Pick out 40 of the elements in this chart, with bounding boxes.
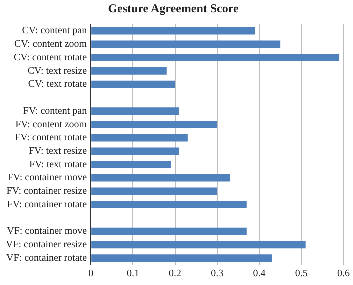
x-tick-label: 0.5	[295, 268, 308, 280]
y-tick-label: VF: container move	[7, 226, 88, 238]
bar	[92, 161, 172, 168]
bar	[92, 228, 247, 236]
x-tick-label: 0.1	[126, 268, 140, 280]
bar	[92, 134, 188, 142]
bar	[92, 254, 272, 262]
y-tick-label: FV: container rotate	[7, 199, 88, 210]
bar	[92, 80, 176, 88]
x-tick-label: 0.2	[169, 268, 182, 280]
bar	[92, 40, 281, 48]
bar	[92, 174, 230, 182]
bar	[92, 188, 218, 196]
bar	[92, 108, 180, 115]
bar	[92, 148, 180, 156]
y-tick-label: FV: content zoom	[16, 119, 88, 130]
y-tick-label: CV: content rotate	[14, 52, 88, 64]
y-tick-label: FV: content pan	[23, 106, 88, 117]
y-tick-label: VF: container resize	[6, 240, 88, 251]
y-tick-label: FV: container move	[8, 172, 88, 184]
y-tick-label: FV: text rotate	[30, 159, 88, 170]
bar	[92, 241, 306, 249]
y-tick-label: CV: text rotate	[28, 79, 88, 90]
bar	[92, 120, 218, 128]
x-tick-label: 0.3	[211, 268, 224, 280]
bar	[92, 54, 340, 62]
chart-title: Gesture Agreement Score	[108, 1, 240, 16]
y-tick-label: FV: text resize	[28, 146, 88, 158]
bar	[92, 201, 247, 209]
bar	[92, 68, 167, 75]
y-tick-label: FV: content rotate	[15, 132, 88, 144]
x-tick-label: 0	[88, 268, 94, 280]
x-tick-label: 0.6	[338, 268, 350, 280]
y-tick-label: CV: content zoom	[14, 39, 88, 50]
y-tick-label: CV: content pan	[22, 26, 88, 37]
y-tick-label: CV: text resize	[28, 66, 88, 77]
bar	[92, 27, 256, 35]
y-tick-label: VF: container rotate	[6, 252, 88, 264]
y-tick-label: FV: container resize	[6, 186, 88, 198]
x-tick-label: 0.4	[253, 268, 266, 280]
